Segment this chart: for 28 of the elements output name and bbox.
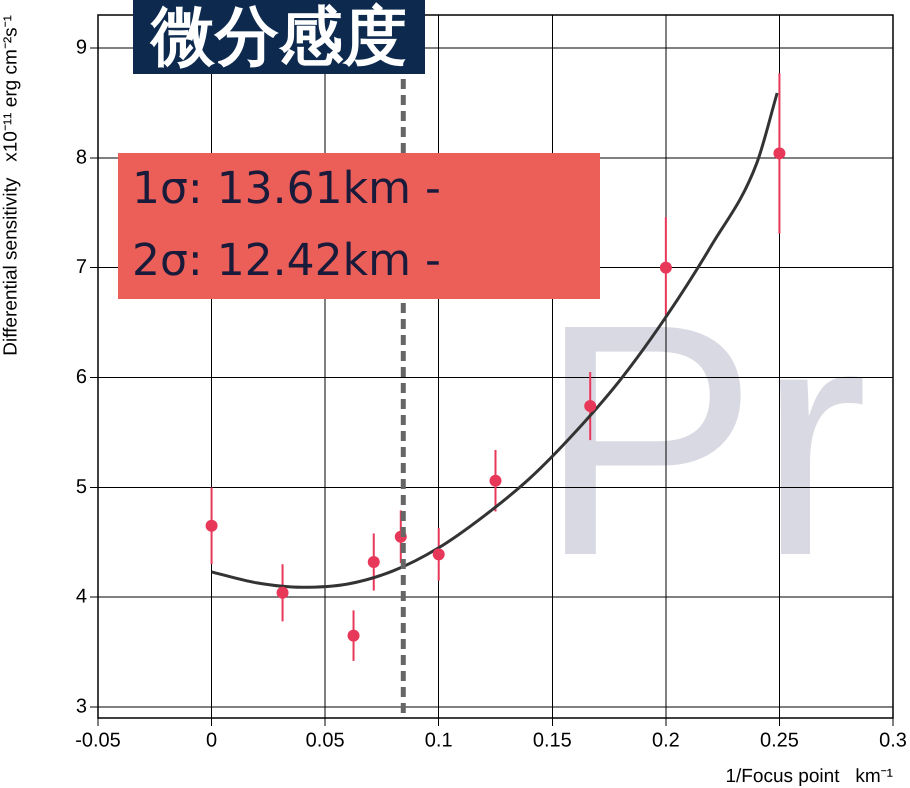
y-tick-label: 6 [76, 366, 87, 388]
x-tick-label: -0.05 [75, 730, 121, 752]
y-tick-label: 3 [76, 696, 87, 718]
chart-title: 微分感度 [133, 0, 425, 74]
point [206, 520, 218, 532]
x-tick-label: 0.2 [652, 730, 680, 752]
point [490, 474, 502, 487]
annotation: 1σ: 13.61km - [132, 162, 442, 216]
x-tick-label: 0.15 [532, 730, 572, 752]
x-tick-label: 0.3 [879, 730, 907, 752]
y-tick-label: 7 [76, 256, 87, 278]
point [432, 548, 445, 560]
x-tick-label: 0.05 [306, 730, 345, 752]
y-tick-label: 8 [76, 146, 87, 168]
point [276, 586, 289, 599]
x-tick-label: 0.25 [760, 730, 799, 752]
x-tick-label: 0 [206, 730, 218, 752]
y-tick-label: 9 [76, 36, 87, 58]
x-tick-label: 0.1 [424, 730, 453, 752]
y-axis-title: Differential sensitivity x10⁻¹¹ erg cm⁻²s⁻¹ [0, 15, 22, 356]
note-box: 1σ: 13.61km - 2σ: 12.42km - [118, 153, 600, 299]
annotation: 2σ: 12.42km - [132, 235, 441, 286]
point [368, 556, 380, 568]
y-tick-label: 4 [76, 586, 87, 608]
point [348, 630, 360, 642]
x-axis-title: 1/Focus point km⁻¹ [725, 766, 893, 787]
y-tick-label: 5 [76, 476, 87, 498]
point [773, 147, 786, 160]
